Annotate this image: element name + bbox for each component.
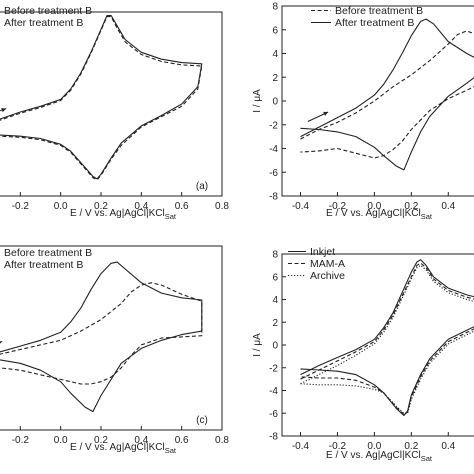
legend-entry: After treatment B	[335, 17, 414, 29]
plot-area	[300, 259, 474, 417]
x-tick-label: 0.2	[94, 435, 108, 446]
x-axis-title-main: E / V vs. Ag|AgCl|KCl	[326, 450, 421, 461]
x-tick-label: 0.0	[367, 201, 381, 212]
x-tick-label: 0.6	[175, 201, 189, 212]
panel-label: (a)	[196, 181, 208, 192]
x-tick-label: 0.8	[215, 201, 229, 212]
plot-area	[0, 261, 203, 413]
x-tick-label: -0.2	[329, 201, 347, 212]
series-line-mam-a	[300, 262, 474, 415]
legend-entry: After treatment B	[4, 259, 83, 271]
legend-entry: Before treatment B	[4, 247, 92, 259]
x-axis-title-subscript: Sat	[165, 212, 177, 221]
y-tick-label: -8	[269, 432, 278, 443]
x-axis-title: E / V vs. Ag|AgCl|KClSat	[326, 450, 433, 463]
x-axis-title-subscript: Sat	[421, 454, 433, 463]
y-tick-label: -6	[269, 168, 278, 179]
plot-area	[300, 18, 474, 171]
x-tick-label: 0.0	[367, 441, 381, 452]
panel-c: -0.2 0.0 0.2 0.4 0.6 0.8 E / V vs. Ag|AgCl|KCl…	[0, 245, 229, 455]
y-tick-label: 2	[272, 318, 278, 329]
y-tick-label: -8	[269, 192, 278, 203]
panel-a: -0.2 0.0 0.2 0.4 0.6 0.8 E / V vs. Ag|AgCl|KCl…	[0, 5, 229, 221]
y-tick-label: 6	[272, 272, 278, 283]
x-tick-label: 0.4	[134, 435, 148, 446]
scan-direction-arrowhead	[1, 108, 7, 113]
y-axis-title: I / μA	[252, 89, 263, 113]
x-tick-label: -0.4	[292, 201, 310, 212]
x-tick-label: 0.0	[54, 435, 68, 446]
y-tick-label: -2	[269, 363, 278, 374]
legend-entry: Archive	[310, 270, 345, 282]
x-tick-label: 0.4	[134, 201, 148, 212]
y-tick-label: 8	[272, 250, 278, 261]
x-axis-title: E / V vs. Ag|AgCl|KClSat	[70, 442, 177, 455]
legend-entry: Before treatment B	[335, 5, 423, 17]
legend-entry: Inkjet	[310, 246, 335, 258]
x-tick-label: -0.2	[12, 435, 30, 446]
x-tick-label: 0.0	[54, 201, 68, 212]
y-tick-label: 0	[272, 97, 278, 108]
series-line-before-treatment-b	[0, 16, 203, 181]
x-tick-label: 0.2	[94, 201, 108, 212]
series-line-before-treatment-b	[0, 282, 203, 385]
x-tick-label: -0.2	[12, 201, 30, 212]
y-tick-label: -2	[269, 120, 278, 131]
panel-b: -0.4 -0.2 0.0 0.2 0.4 -8 -6 -4 -2 0 2 4 6 8 I / μA E / …	[252, 2, 474, 221]
series-line-inkjet	[300, 259, 474, 417]
y-tick-label: -6	[269, 409, 278, 420]
y-tick-label: -4	[269, 144, 278, 155]
y-tick-label: 8	[272, 2, 278, 13]
x-tick-label: -0.2	[329, 441, 347, 452]
x-tick-label: 0.8	[215, 435, 229, 446]
series-line-after-treatment-b	[300, 18, 474, 171]
y-tick-label: 6	[272, 25, 278, 36]
y-tick-label: -4	[269, 386, 278, 397]
legend-entry: After treatment B	[4, 17, 83, 29]
plot-frame	[0, 11, 223, 197]
x-tick-label: 0.4	[441, 441, 455, 452]
x-axis-title: E / V vs. Ag|AgCl|KClSat	[326, 208, 433, 221]
x-tick-label: 0.6	[175, 435, 189, 446]
x-axis-title-main: E / V vs. Ag|AgCl|KCl	[326, 208, 421, 219]
x-axis-title-subscript: Sat	[165, 446, 177, 455]
x-axis-title-main: E / V vs. Ag|AgCl|KCl	[70, 208, 165, 219]
x-tick-label: 0.2	[404, 441, 418, 452]
x-tick-label: -0.4	[292, 441, 310, 452]
plot-frame	[0, 245, 223, 431]
panel-d: -0.4 -0.2 0.0 0.2 0.4 -8 -6 -4 -2 0 2 4 6 8 I / μA E / …	[252, 246, 474, 463]
y-tick-label: 4	[272, 295, 278, 306]
y-tick-label: 0	[272, 341, 278, 352]
x-axis-title: E / V vs. Ag|AgCl|KClSat	[70, 208, 177, 221]
y-tick-label: 4	[272, 49, 278, 60]
series-line-after-treatment-b	[0, 14, 203, 180]
x-axis-title-main: E / V vs. Ag|AgCl|KCl	[70, 442, 165, 453]
series-line-before-treatment-b	[300, 30, 474, 159]
scan-direction-arrowhead	[323, 111, 329, 116]
panel-label: (c)	[196, 415, 208, 426]
legend-entry: MAM-A	[310, 258, 345, 270]
x-tick-label: 0.2	[404, 201, 418, 212]
legend-entry: Before treatment B	[4, 5, 92, 17]
y-tick-label: 2	[272, 73, 278, 84]
series-line-after-treatment-b	[0, 261, 203, 413]
plot-area	[0, 14, 203, 181]
scan-direction-arrowhead	[0, 341, 3, 344]
x-tick-label: 0.4	[441, 201, 455, 212]
y-axis-title: I / μA	[252, 333, 263, 357]
x-axis-title-subscript: Sat	[421, 212, 433, 221]
